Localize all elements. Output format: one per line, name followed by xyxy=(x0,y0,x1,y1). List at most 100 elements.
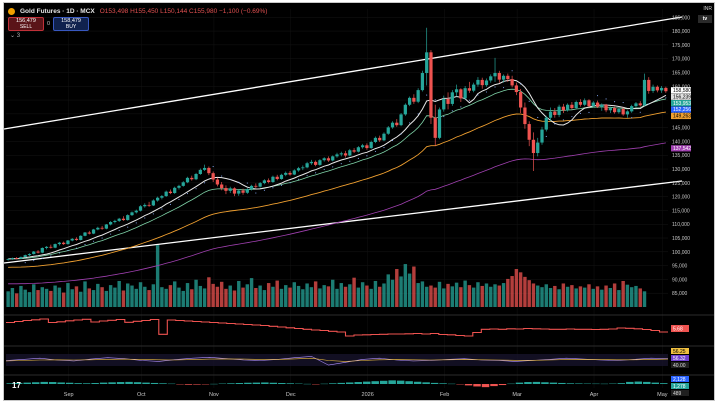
sar-dot xyxy=(477,94,479,96)
sar-dot xyxy=(426,94,428,96)
histogram-bar xyxy=(362,381,371,384)
sar-dot xyxy=(238,181,240,183)
candle-body xyxy=(241,190,245,193)
sar-dot xyxy=(50,255,52,257)
candle-body xyxy=(10,258,15,259)
indicators-collapse-button[interactable]: ⌄ 3 xyxy=(10,32,20,39)
sar-dot xyxy=(383,146,385,149)
bollinger-mid-line xyxy=(8,79,667,260)
candle-body xyxy=(237,190,241,194)
candle-body xyxy=(109,222,113,225)
price-axis[interactable]: 185,000180,000175,000170,000165,000160,0… xyxy=(672,15,690,297)
time-axis[interactable]: SepOctNovDec2026FebMarAprMayJn xyxy=(64,392,714,398)
candle-body xyxy=(382,133,386,141)
candle-body xyxy=(160,196,164,198)
pane4-value-label: 2,128 xyxy=(673,377,686,383)
volume-bar xyxy=(126,283,130,307)
volume-bar xyxy=(202,288,207,307)
sar-dot xyxy=(631,117,633,119)
candle-body xyxy=(254,185,258,187)
volume-bar xyxy=(44,288,49,307)
histogram-bar xyxy=(252,382,261,384)
volume-bar xyxy=(583,287,587,307)
pane3-value-label: 56.25 xyxy=(673,349,686,355)
candle-body xyxy=(6,258,10,260)
volume-bar xyxy=(642,291,647,307)
candle-body xyxy=(472,84,476,91)
volume-bar xyxy=(40,287,45,307)
candle-body xyxy=(390,122,395,128)
candle-body xyxy=(604,104,608,111)
symbol-title[interactable]: Gold Futures · 1D · MCX xyxy=(20,8,95,15)
x-tick-label: May xyxy=(657,392,668,398)
candle-body xyxy=(207,167,211,174)
x-tick-label: Feb xyxy=(440,392,449,398)
histogram-bar xyxy=(413,381,422,384)
volume-bar xyxy=(79,291,83,307)
volume-bar xyxy=(459,287,463,307)
sell-button[interactable]: 156,479 SELL xyxy=(8,17,44,31)
sar-dot xyxy=(409,122,411,124)
price-tag xyxy=(671,112,691,120)
candle-body xyxy=(647,79,651,91)
volume-bar xyxy=(360,282,365,307)
candle-body xyxy=(228,188,232,191)
sar-dot xyxy=(221,175,223,177)
volume-bar xyxy=(365,285,369,307)
candle-body xyxy=(553,111,557,115)
histogram-bar xyxy=(329,383,337,384)
sar-dot xyxy=(588,111,590,114)
sar-dot xyxy=(340,163,342,165)
sar-dot xyxy=(520,83,522,85)
candle-body xyxy=(459,89,463,99)
volume-bar xyxy=(612,283,617,307)
price-tag-label: 158,580 xyxy=(673,88,691,94)
volume-bar xyxy=(215,286,220,307)
volume-bar xyxy=(416,283,420,307)
histogram-bar xyxy=(515,382,524,384)
price-tag xyxy=(671,100,691,107)
candle-body xyxy=(361,145,365,148)
buy-button[interactable]: 158,479 BUY xyxy=(53,17,90,31)
candle-body xyxy=(258,183,262,187)
y-tick-label: 100,000 xyxy=(672,250,690,256)
volume-bar xyxy=(424,286,429,307)
histogram-bar xyxy=(354,382,362,384)
ema-fast-line xyxy=(8,88,666,260)
volume-bar xyxy=(181,290,185,307)
candle-body xyxy=(190,177,194,180)
sar-dot xyxy=(571,116,573,118)
y-tick-label: 130,000 xyxy=(672,167,690,173)
x-tick-label: Mar xyxy=(512,392,522,398)
candle-body xyxy=(480,79,484,86)
candle-body xyxy=(591,102,595,107)
candle-body xyxy=(519,92,523,108)
candle-body xyxy=(664,87,668,92)
pane3-value-tag xyxy=(671,355,689,361)
candle-body xyxy=(544,117,548,130)
chart-window: 5.68 56.25 56.32 40.00 2,128 1,278 489 17 185… xyxy=(3,2,715,401)
candle-body xyxy=(365,145,369,149)
y-tick-label: 145,000 xyxy=(672,126,690,132)
candle-body xyxy=(224,188,228,191)
volume-bar xyxy=(450,286,455,307)
candle-body xyxy=(403,104,407,115)
price-tag-label: 152,256 xyxy=(673,107,691,113)
volume-bar xyxy=(395,269,399,307)
histogram-bar xyxy=(193,384,201,385)
histogram-bar xyxy=(14,382,23,384)
volume-bar xyxy=(57,287,62,307)
volume-bar xyxy=(117,280,121,307)
candle-body xyxy=(215,179,220,185)
histogram-bar xyxy=(643,381,651,384)
volume-bar xyxy=(249,278,254,307)
candle-body xyxy=(91,229,96,234)
sar-dot xyxy=(101,237,103,239)
candle-body xyxy=(198,169,202,175)
volume-bar xyxy=(553,285,557,307)
x-tick-label: Dec xyxy=(286,392,296,398)
histogram-bar xyxy=(286,383,295,384)
pane2-value-tag xyxy=(671,325,689,332)
sar-dot xyxy=(263,189,265,191)
